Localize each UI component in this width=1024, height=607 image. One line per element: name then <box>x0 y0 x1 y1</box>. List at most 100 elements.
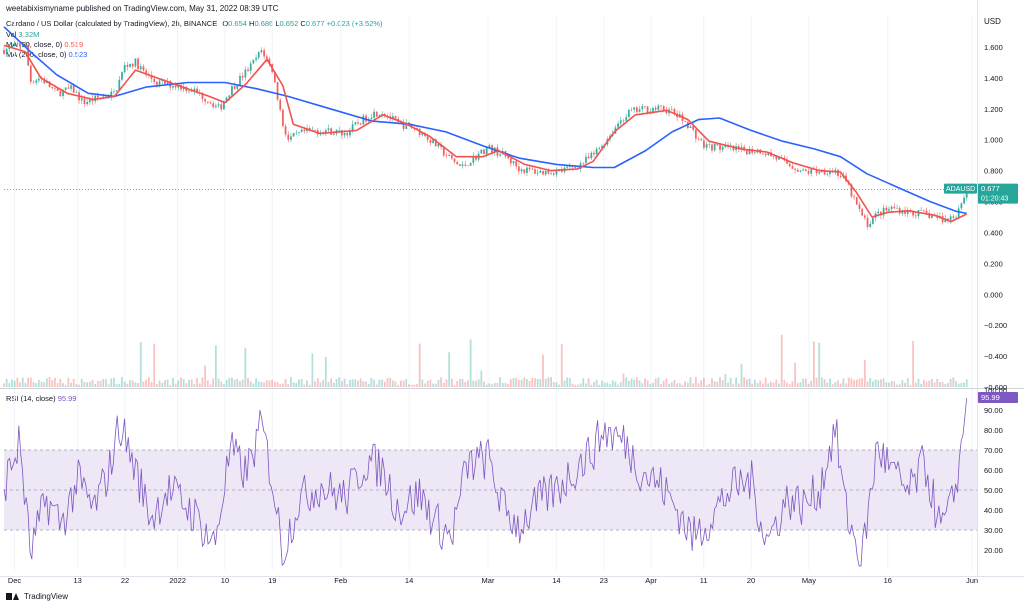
price-candle-body <box>303 129 306 132</box>
price-candle-body <box>349 130 351 136</box>
volume-bar <box>558 384 561 387</box>
volume-bar <box>630 378 633 387</box>
volume-bar <box>16 377 19 387</box>
price-candle-body <box>131 63 134 67</box>
volume-bar <box>641 383 644 387</box>
price-candle-body <box>593 152 595 155</box>
price-candle-body <box>955 217 957 219</box>
volume-bar <box>885 382 888 387</box>
volume-bar <box>105 379 107 387</box>
price-candle-body <box>788 163 791 167</box>
volume-bar <box>206 380 209 387</box>
volume-bar <box>440 377 443 387</box>
volume-bar <box>429 379 432 387</box>
price-candle-body <box>375 111 378 117</box>
volume-bar <box>829 378 831 387</box>
price-candle-body <box>837 169 839 176</box>
price-candle-body <box>952 216 955 218</box>
volume-bar <box>802 378 805 387</box>
price-candle-body <box>276 82 279 100</box>
price-candle-body <box>912 211 915 216</box>
volume-bar <box>418 343 421 387</box>
volume-bar <box>955 381 957 387</box>
price-tag-symbol-box <box>944 183 977 194</box>
volume-bar <box>273 381 276 387</box>
price-candle-body <box>19 44 21 47</box>
price-candle-body <box>601 145 603 148</box>
price-candle-body <box>37 78 40 81</box>
volume-bar <box>585 383 587 387</box>
volume-bar <box>225 379 228 387</box>
volume-bar <box>488 383 491 387</box>
volume-bar <box>939 381 941 387</box>
price-candle-body <box>83 98 86 105</box>
volume-bar <box>94 383 97 387</box>
price-candle-body <box>858 204 861 209</box>
price-candle-body <box>888 209 890 211</box>
volume-bar <box>413 384 416 387</box>
price-candle-body <box>799 170 802 172</box>
price-candle-body <box>346 133 349 136</box>
price-candle-body <box>893 206 896 209</box>
price-candle-body <box>142 66 145 71</box>
volume-bar <box>303 384 306 387</box>
price-candle-body <box>906 210 909 214</box>
price-candle-body <box>214 105 217 108</box>
price-candle-body <box>869 223 872 227</box>
volume-bar <box>32 382 35 387</box>
price-candle-body <box>161 80 164 82</box>
price-candle-body <box>807 171 810 174</box>
price-candle-body <box>102 96 105 98</box>
volume-bar <box>745 379 748 387</box>
price-candle-body <box>193 88 196 92</box>
volume-bar <box>458 378 461 387</box>
price-candle-body <box>5 48 8 54</box>
price-candle-body <box>719 144 721 150</box>
volume-bar <box>290 377 292 387</box>
volume-bar <box>871 381 874 387</box>
price-candle-body <box>630 109 633 111</box>
price-candle-body <box>29 65 32 82</box>
price-candle-body <box>268 58 271 64</box>
volume-bar <box>70 382 72 387</box>
price-candle-body <box>340 129 343 136</box>
price-candle-body <box>531 169 534 170</box>
volume-bar <box>877 380 880 387</box>
price-candle-body <box>920 210 923 211</box>
volume-bar <box>29 377 32 387</box>
volume-bar <box>866 381 869 387</box>
price-candle-body <box>209 102 212 104</box>
volume-bar <box>48 377 51 387</box>
time-tick-label: 16 <box>884 576 892 585</box>
volume-bar <box>343 378 346 387</box>
volume-bar <box>381 379 384 387</box>
volume-bar <box>788 384 791 387</box>
volume-bar <box>281 383 284 387</box>
volume-bar <box>737 383 740 387</box>
price-candle-body <box>523 169 526 173</box>
price-candle-body <box>778 157 780 160</box>
volume-bar <box>796 382 799 387</box>
price-candle-body <box>552 173 555 175</box>
price-candle-body <box>823 169 826 175</box>
volume-bar <box>338 377 341 387</box>
time-tick-label: 14 <box>552 576 560 585</box>
volume-bar <box>770 381 772 387</box>
volume-bar <box>614 381 617 387</box>
price-candle-body <box>217 104 220 106</box>
volume-bar <box>383 381 386 387</box>
volume-bar <box>351 379 354 387</box>
volume-bar <box>930 379 933 387</box>
price-candle-body <box>338 129 341 131</box>
price-candle-body <box>373 111 375 118</box>
volume-bar <box>944 384 947 387</box>
price-candle-body <box>871 217 874 224</box>
price-candle-body <box>35 80 38 83</box>
volume-bar <box>169 384 172 387</box>
price-candle-body <box>228 95 231 98</box>
volume-bar <box>483 381 485 387</box>
price-candle-body <box>590 152 593 159</box>
volume-bar <box>517 380 520 387</box>
rsi-tick-label: 60.00 <box>984 466 1003 475</box>
